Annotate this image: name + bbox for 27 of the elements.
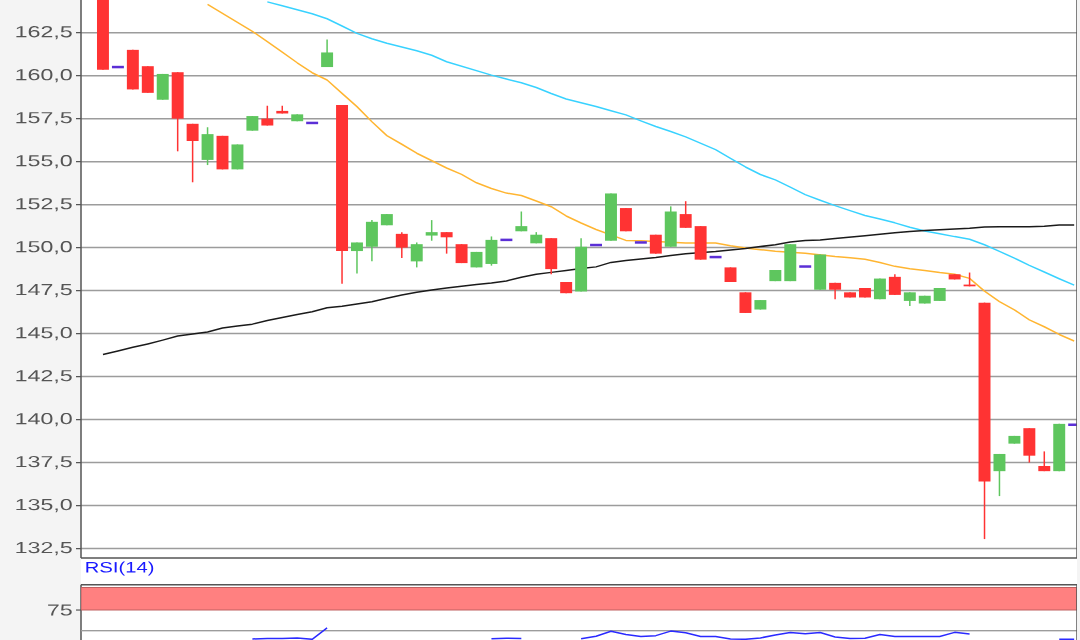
candlestick <box>679 200 692 229</box>
candlestick <box>395 231 408 259</box>
candlestick <box>440 231 453 255</box>
y-tick-label: 160,0 <box>16 69 72 83</box>
y-tick-label: 155,0 <box>16 155 72 169</box>
candlestick <box>186 123 199 184</box>
candlestick <box>261 105 274 127</box>
y-tick-label: 135,0 <box>16 498 72 513</box>
y-tick-label: 132,5 <box>16 541 72 556</box>
y-tick-label: 150,0 <box>16 241 72 255</box>
y-tick-label: 147,5 <box>16 284 72 298</box>
text: 75 <box>48 604 72 616</box>
chart-title: RSI(14) <box>86 561 154 576</box>
candlestick <box>739 291 752 314</box>
candlestick <box>321 38 334 68</box>
y-tick-label: 157,5 <box>16 112 72 126</box>
y-tick-label: 140,0 <box>16 412 72 427</box>
candlestick <box>410 241 423 269</box>
y-tick-label: 137,5 <box>16 455 72 470</box>
y-tick-label: 145,0 <box>16 326 72 341</box>
y-tick-label: 142,5 <box>16 369 72 384</box>
y-tick-label: 152,5 <box>16 198 72 212</box>
y-tick-label: 162,5 <box>16 26 72 40</box>
candlestick <box>425 219 438 242</box>
candlestick <box>888 273 901 296</box>
candlestick <box>351 241 363 275</box>
candlestick <box>993 453 1006 497</box>
